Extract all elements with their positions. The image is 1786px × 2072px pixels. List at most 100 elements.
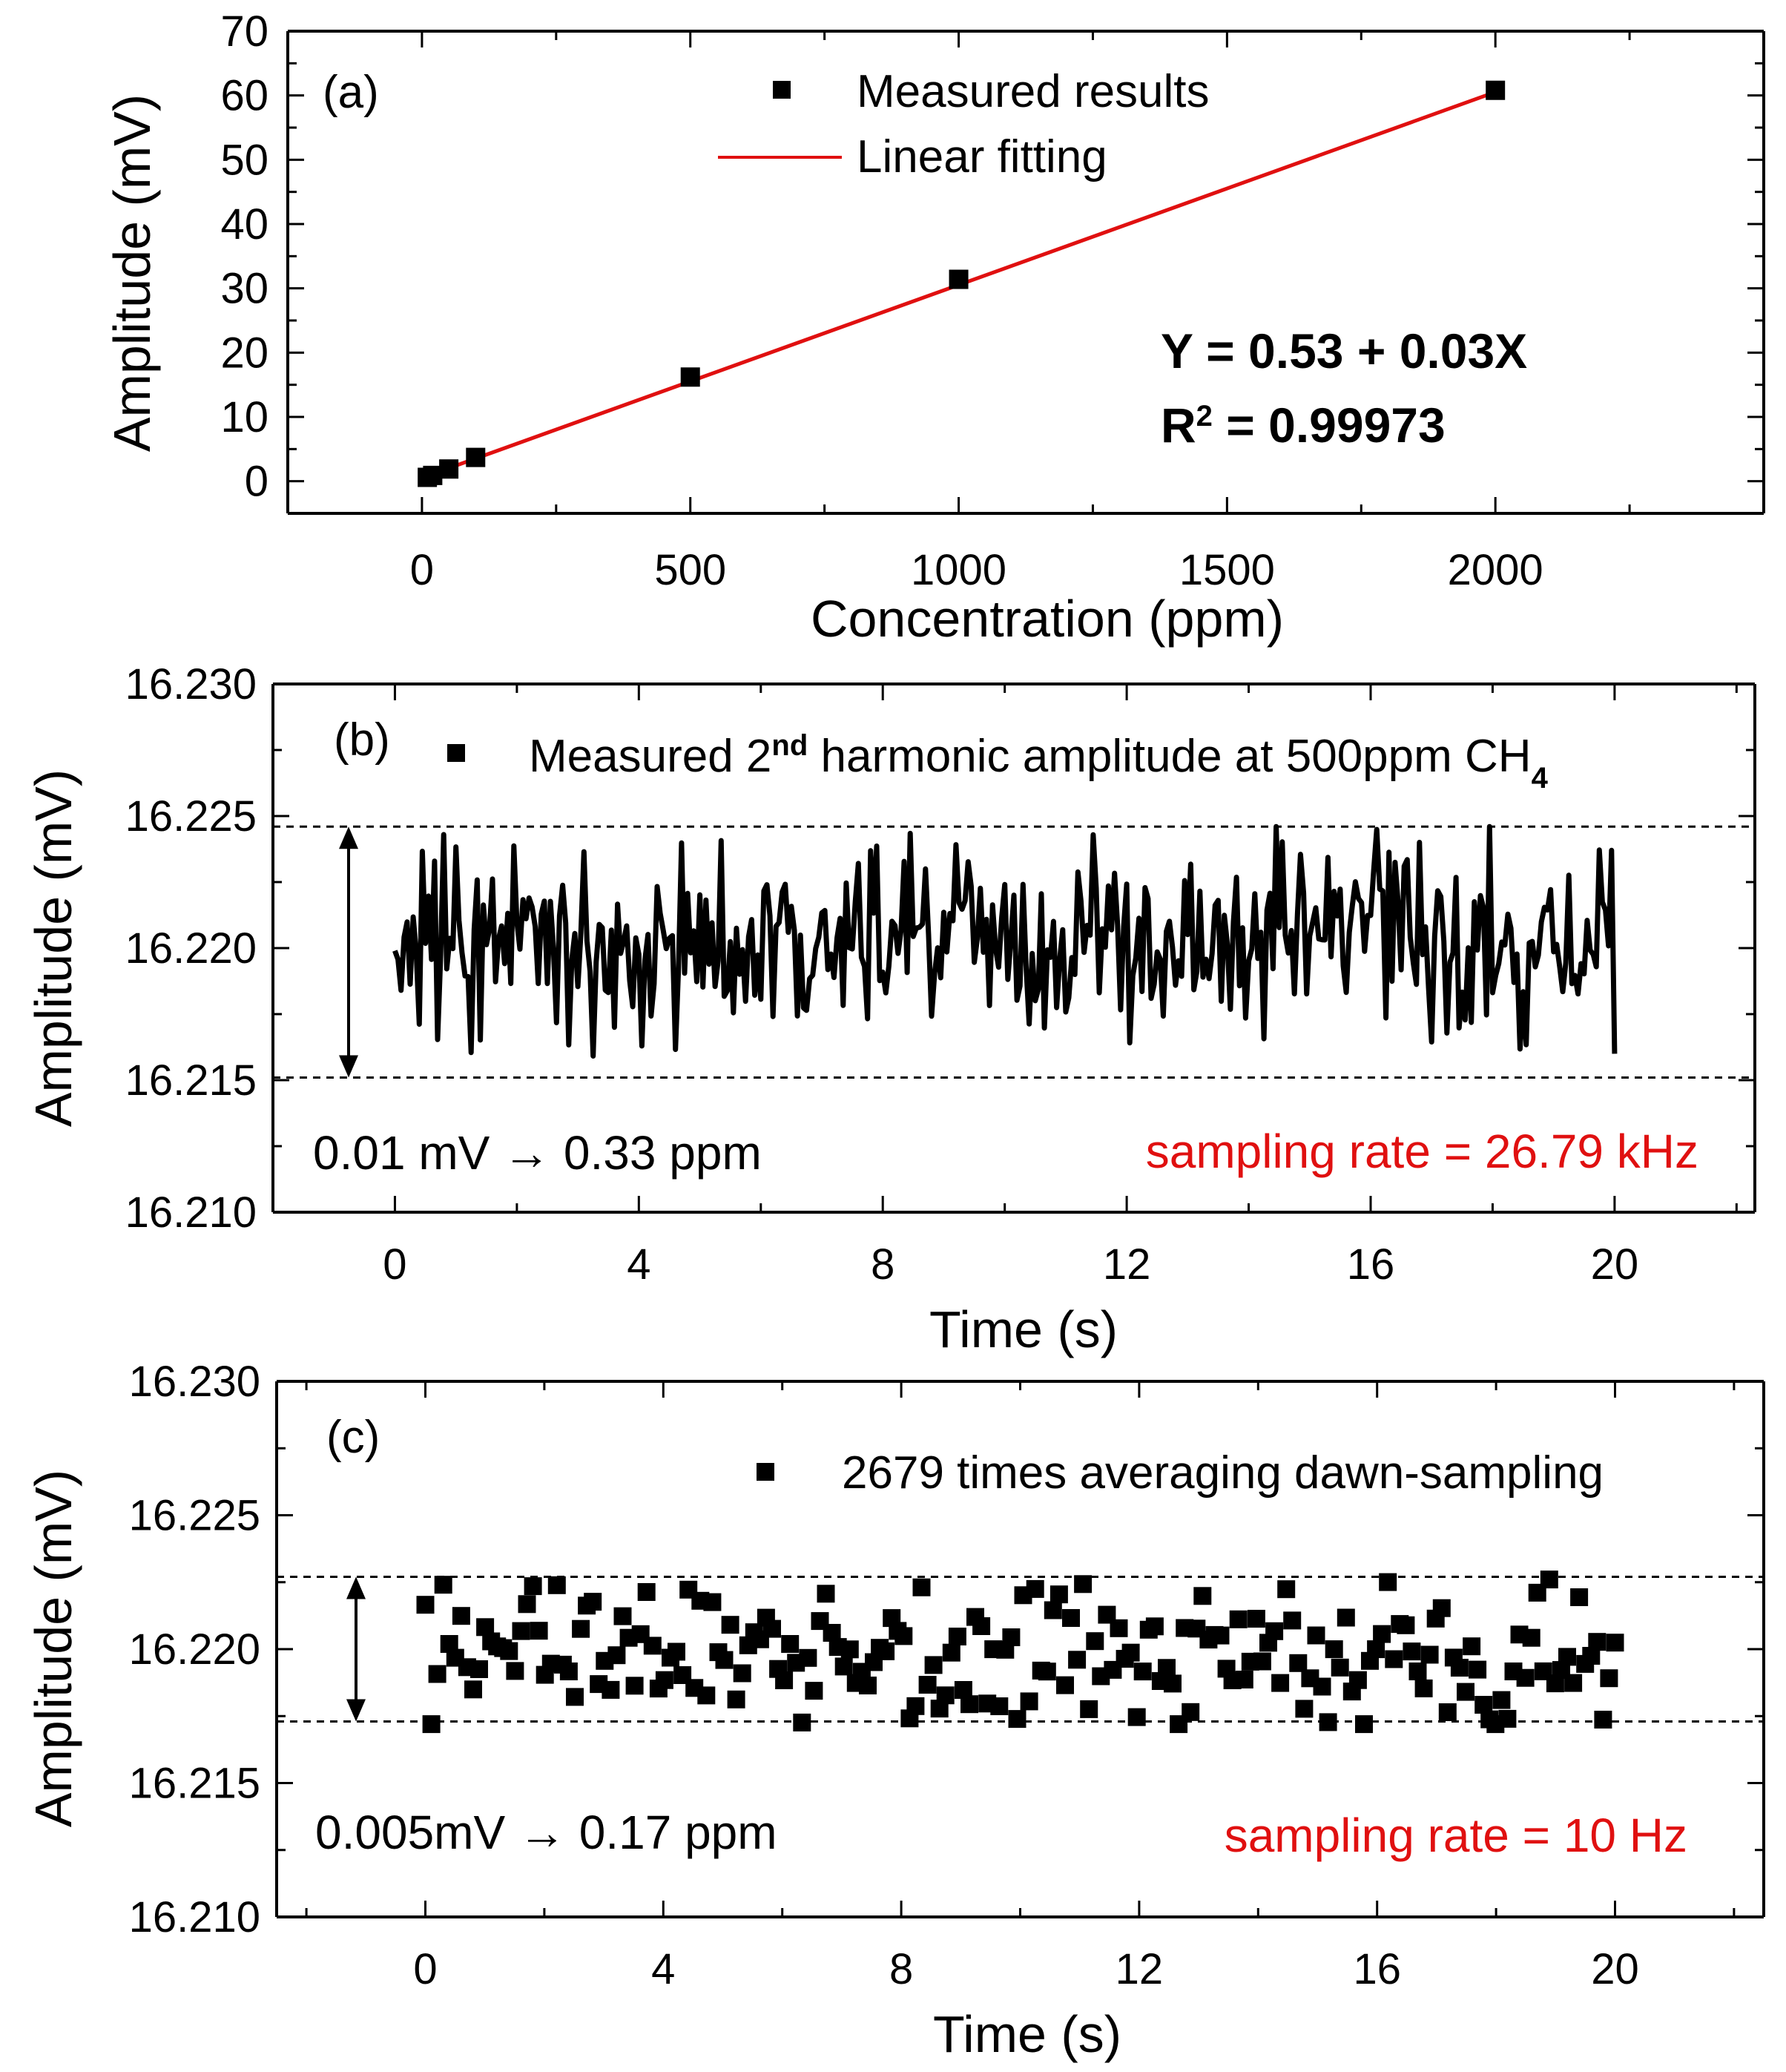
panel-a-x-tick-labels: 0 500 1000 1500 2000 xyxy=(410,546,1543,594)
panel-a-x-axis-title: Concentration (ppm) xyxy=(811,590,1284,648)
averaged-point xyxy=(1379,1573,1397,1591)
averaged-point xyxy=(775,1671,794,1689)
averaged-point xyxy=(1229,1610,1248,1628)
panel-a-label: (a) xyxy=(323,67,379,118)
panel-b-range-arrow-head-up xyxy=(339,826,358,849)
legend-label-superscript: nd xyxy=(771,729,808,762)
averaged-point xyxy=(1235,1671,1253,1688)
legend-marker-measured-results xyxy=(773,81,791,99)
averaged-point xyxy=(637,1583,656,1601)
panel-b-resolution-note: 0.01 mV → 0.33 ppm xyxy=(313,1126,762,1180)
r-squared-superscript: 2 xyxy=(1196,400,1213,433)
averaged-point xyxy=(859,1677,877,1694)
averaged-point xyxy=(602,1680,620,1699)
averaged-point xyxy=(805,1682,823,1700)
panel-c-x-tick-label: 4 xyxy=(651,1945,675,1993)
averaged-point xyxy=(1408,1662,1427,1680)
averaged-point xyxy=(470,1660,488,1678)
averaged-point xyxy=(906,1697,925,1715)
averaged-point xyxy=(1068,1651,1087,1669)
averaged-point xyxy=(1133,1662,1152,1681)
panel-b-y-axis-title: Amplitude (mV) xyxy=(24,769,82,1127)
averaged-points xyxy=(416,1571,1624,1734)
panel-c-resolution-note: 0.005mV → 0.17 ppm xyxy=(315,1806,777,1859)
averaged-point xyxy=(1325,1640,1343,1659)
panel-a-x-tick-label: 500 xyxy=(654,546,726,594)
measured-point xyxy=(1486,80,1506,100)
averaged-point xyxy=(990,1697,1009,1715)
averaged-point xyxy=(559,1662,578,1680)
averaged-point xyxy=(518,1595,536,1614)
averaged-point xyxy=(942,1643,960,1662)
averaged-point xyxy=(918,1676,937,1694)
averaged-point xyxy=(1110,1619,1128,1637)
measured-point xyxy=(466,447,486,467)
panel-c-y-tick-label: 16.220 xyxy=(129,1625,260,1674)
panel-c-x-tick-label: 12 xyxy=(1116,1945,1164,1993)
averaged-point xyxy=(1002,1628,1021,1646)
averaged-point xyxy=(1283,1611,1302,1630)
averaged-point xyxy=(1469,1660,1487,1679)
averaged-point xyxy=(1265,1622,1284,1640)
panel-a-y-tick-label: 0 xyxy=(245,458,268,506)
panel-b-x-tick-label: 8 xyxy=(871,1240,894,1289)
measured-point xyxy=(439,459,459,479)
legend-label-linear-fitting: Linear fitting xyxy=(857,131,1107,182)
panel-c-y-tick-label: 16.210 xyxy=(129,1893,260,1941)
averaged-point xyxy=(613,1607,632,1625)
panel-c-range-arrow-head-down xyxy=(346,1699,366,1722)
averaged-point xyxy=(1457,1683,1474,1701)
panel-a-x-tick-label: 1000 xyxy=(911,546,1006,594)
panel-b-x-tick-label: 12 xyxy=(1103,1240,1151,1289)
averaged-point xyxy=(1385,1650,1403,1668)
averaged-point xyxy=(1403,1642,1421,1661)
averaged-point xyxy=(960,1695,978,1714)
panel-b-y-tick-label: 16.225 xyxy=(125,792,257,841)
averaged-point xyxy=(1564,1674,1583,1692)
averaged-point xyxy=(1121,1643,1140,1662)
averaged-point xyxy=(607,1646,626,1665)
averaged-point xyxy=(500,1642,518,1660)
panel-a: 0 500 1000 1500 2000 0 10 20 30 40 50 60… xyxy=(103,7,1765,648)
averaged-point xyxy=(1295,1700,1314,1718)
averaged-point xyxy=(1182,1703,1200,1721)
panel-c-ticks xyxy=(277,1380,1764,1918)
panel-b-range-arrow-head-down xyxy=(339,1055,358,1078)
panel-b-label: (b) xyxy=(334,714,390,766)
averaged-point xyxy=(1020,1692,1038,1711)
panel-c-range-arrow xyxy=(346,1576,366,1722)
r-squared: R2 = 0.99973 xyxy=(1161,398,1446,453)
averaged-point xyxy=(1158,1659,1176,1677)
averaged-point xyxy=(1145,1617,1164,1636)
legend-label-middle: harmonic amplitude at 500ppm CH xyxy=(808,731,1531,782)
panel-b-x-tick-labels: 0 4 8 12 16 20 xyxy=(383,1240,1638,1289)
panel-b-x-tick-label: 0 xyxy=(383,1240,406,1289)
averaged-point xyxy=(434,1576,452,1594)
averaged-point xyxy=(1540,1571,1558,1589)
panel-a-y-tick-label: 60 xyxy=(220,72,268,120)
averaged-point xyxy=(936,1686,955,1705)
averaged-point xyxy=(1600,1669,1618,1688)
averaged-point xyxy=(1432,1599,1451,1617)
panel-c-y-tick-labels: 16.210 16.215 16.220 16.225 16.230 xyxy=(129,1358,260,1941)
averaged-point xyxy=(1074,1575,1093,1594)
panel-a-y-tick-label: 30 xyxy=(220,265,268,313)
fit-equation: Y = 0.53 + 0.03X xyxy=(1161,323,1527,378)
averaged-point xyxy=(584,1593,602,1611)
averaged-point xyxy=(727,1690,745,1708)
legend-label-measured-results: Measured results xyxy=(857,66,1210,117)
panel-b-y-tick-label: 16.230 xyxy=(125,660,257,708)
legend-marker-averaging xyxy=(757,1463,774,1481)
averaged-point xyxy=(1450,1659,1469,1677)
averaged-point xyxy=(817,1585,835,1603)
legend-label-2nd-harmonic: Measured 2nd harmonic amplitude at 500pp… xyxy=(529,729,1549,795)
averaged-point xyxy=(1319,1713,1337,1731)
panel-b-x-tick-label: 16 xyxy=(1347,1240,1395,1289)
averaged-point xyxy=(668,1642,685,1661)
averaged-point xyxy=(972,1617,991,1635)
averaged-point xyxy=(547,1576,566,1594)
averaged-point xyxy=(781,1635,800,1653)
averaged-point xyxy=(1313,1677,1331,1696)
panel-c-x-axis-title: Time (s) xyxy=(933,2005,1121,2063)
averaged-point xyxy=(1026,1579,1044,1598)
